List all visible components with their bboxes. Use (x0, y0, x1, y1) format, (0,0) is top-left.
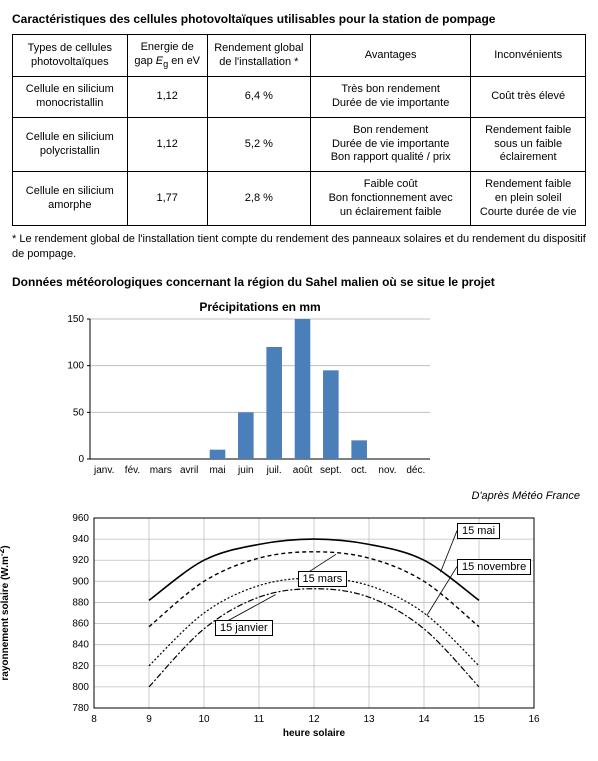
bar-chart-xtick: juin (237, 465, 254, 476)
pv-table-cell: Rendement faiblesous un faibleéclairemen… (471, 117, 586, 171)
bar-chart-xtick: janv. (93, 465, 114, 476)
line-chart-ytick: 900 (72, 576, 89, 587)
line-chart-ytick: 860 (72, 619, 89, 630)
pv-table-cell: Très bon rendementDurée de vie important… (310, 77, 470, 118)
bar-chart-xtick: mars (150, 465, 172, 476)
line-chart-ytick: 940 (72, 534, 89, 545)
pv-table-header-cell: Inconvénients (471, 35, 586, 77)
line-chart-xtick: 9 (146, 714, 152, 725)
line-chart-xlabel: heure solaire (283, 728, 346, 739)
bar-chart-xtick: mai (209, 465, 225, 476)
pv-table-cell: Cellule en siliciumamorphe (13, 172, 128, 226)
pv-table-cell: Bon rendementDurée de vie importanteBon … (310, 117, 470, 171)
bar (295, 319, 311, 459)
table-row: Cellule en siliciumamorphe1,772,8 %Faibl… (13, 172, 586, 226)
curve-label-15-janvier: 15 janvier (215, 620, 273, 636)
table-row: Cellule en siliciummonocristallin1,126,4… (13, 77, 586, 118)
line-chart-ytick: 820 (72, 661, 89, 672)
table-footnote: * Le rendement global de l'installation … (12, 232, 586, 261)
precipitation-bar-chart: Précipitations en mm 0 50 100 150 janv. fév. ma… (12, 297, 586, 484)
pv-table-cell: Coût très élevé (471, 77, 586, 118)
pv-table-header-cell: Avantages (310, 35, 470, 77)
line-chart-ytick: 960 (72, 513, 89, 524)
line-chart-ytick: 840 (72, 640, 89, 651)
bar-chart-xtick: juil. (266, 465, 282, 476)
pv-table-cell: Cellule en siliciumpolycristallin (13, 117, 128, 171)
pv-table-cell: 1,12 (127, 77, 207, 118)
bar-chart-xtick: avril (180, 465, 198, 476)
line-chart-xtick: 13 (363, 714, 375, 725)
line-chart-xtick: 16 (528, 714, 540, 725)
pv-table-header-cell: Rendement globalde l'installation * (207, 35, 310, 77)
line-chart-ytick: 920 (72, 555, 89, 566)
line-chart-xtick: 10 (198, 714, 210, 725)
pv-table-cell: 5,2 % (207, 117, 310, 171)
line-chart-ytick: 780 (72, 703, 89, 714)
line-chart-ytick: 880 (72, 597, 89, 608)
bar-chart-xtick: oct. (351, 465, 367, 476)
pv-table-title: Caractéristiques des cellules photovolta… (12, 12, 586, 26)
line-chart-ytick: 800 (72, 682, 89, 693)
bar-chart-ytick: 50 (73, 407, 85, 418)
bar (266, 347, 282, 459)
bar-chart-ytick: 150 (67, 314, 84, 325)
bar (351, 440, 367, 459)
line-chart-xtick: 12 (308, 714, 320, 725)
pv-table-cell: 6,4 % (207, 77, 310, 118)
line-chart-xtick: 8 (91, 714, 97, 725)
pv-table-header-cell: Types de cellulesphotovoltaïques (13, 35, 128, 77)
line-chart-xtick: 14 (418, 714, 430, 725)
bar-chart-ytick: 100 (67, 361, 84, 372)
bar-chart-xtick: déc. (406, 465, 425, 476)
bar (323, 370, 339, 459)
pv-table-cell: 1,12 (127, 117, 207, 171)
pv-table-cell: Faible coûtBon fonctionnement avecun écl… (310, 172, 470, 226)
curve-label-15-mars: 15 mars (298, 571, 348, 587)
pv-table: Types de cellulesphotovoltaïquesEnergie … (12, 34, 586, 226)
curve-label-15-mai: 15 mai (457, 523, 500, 539)
bar-chart-xtick: août (293, 465, 313, 476)
meteo-credit: D'après Météo France (12, 490, 580, 502)
bar (238, 412, 254, 459)
bar-chart-ytick: 0 (78, 454, 84, 465)
pv-table-cell: Cellule en siliciummonocristallin (13, 77, 128, 118)
bar-chart-title: Précipitations en mm (199, 300, 320, 314)
pv-table-cell: 1,77 (127, 172, 207, 226)
pv-table-cell: Rendement faibleen plein soleilCourte du… (471, 172, 586, 226)
solar-power-line-chart: Puissance surfacique durayonnement solai… (16, 510, 564, 743)
table-row: Cellule en siliciumpolycristallin1,125,2… (13, 117, 586, 171)
line-chart-xtick: 15 (473, 714, 485, 725)
bar-chart-xtick: sept. (320, 465, 342, 476)
curve-label-15-novembre: 15 novembre (457, 559, 531, 575)
pv-table-cell: 2,8 % (207, 172, 310, 226)
line-chart-xtick: 11 (254, 714, 265, 725)
bar-chart-xtick: nov. (378, 465, 396, 476)
bar-chart-xtick: fév. (125, 465, 140, 476)
bar (210, 450, 226, 459)
line-chart-ylabel: Puissance surfacique durayonnement solai… (0, 545, 11, 680)
pv-table-header-cell: Energie degap Eg en eV (127, 35, 207, 77)
pv-table-header-row: Types de cellulesphotovoltaïquesEnergie … (13, 35, 586, 77)
meteo-title: Données météorologiques concernant la ré… (12, 275, 586, 289)
